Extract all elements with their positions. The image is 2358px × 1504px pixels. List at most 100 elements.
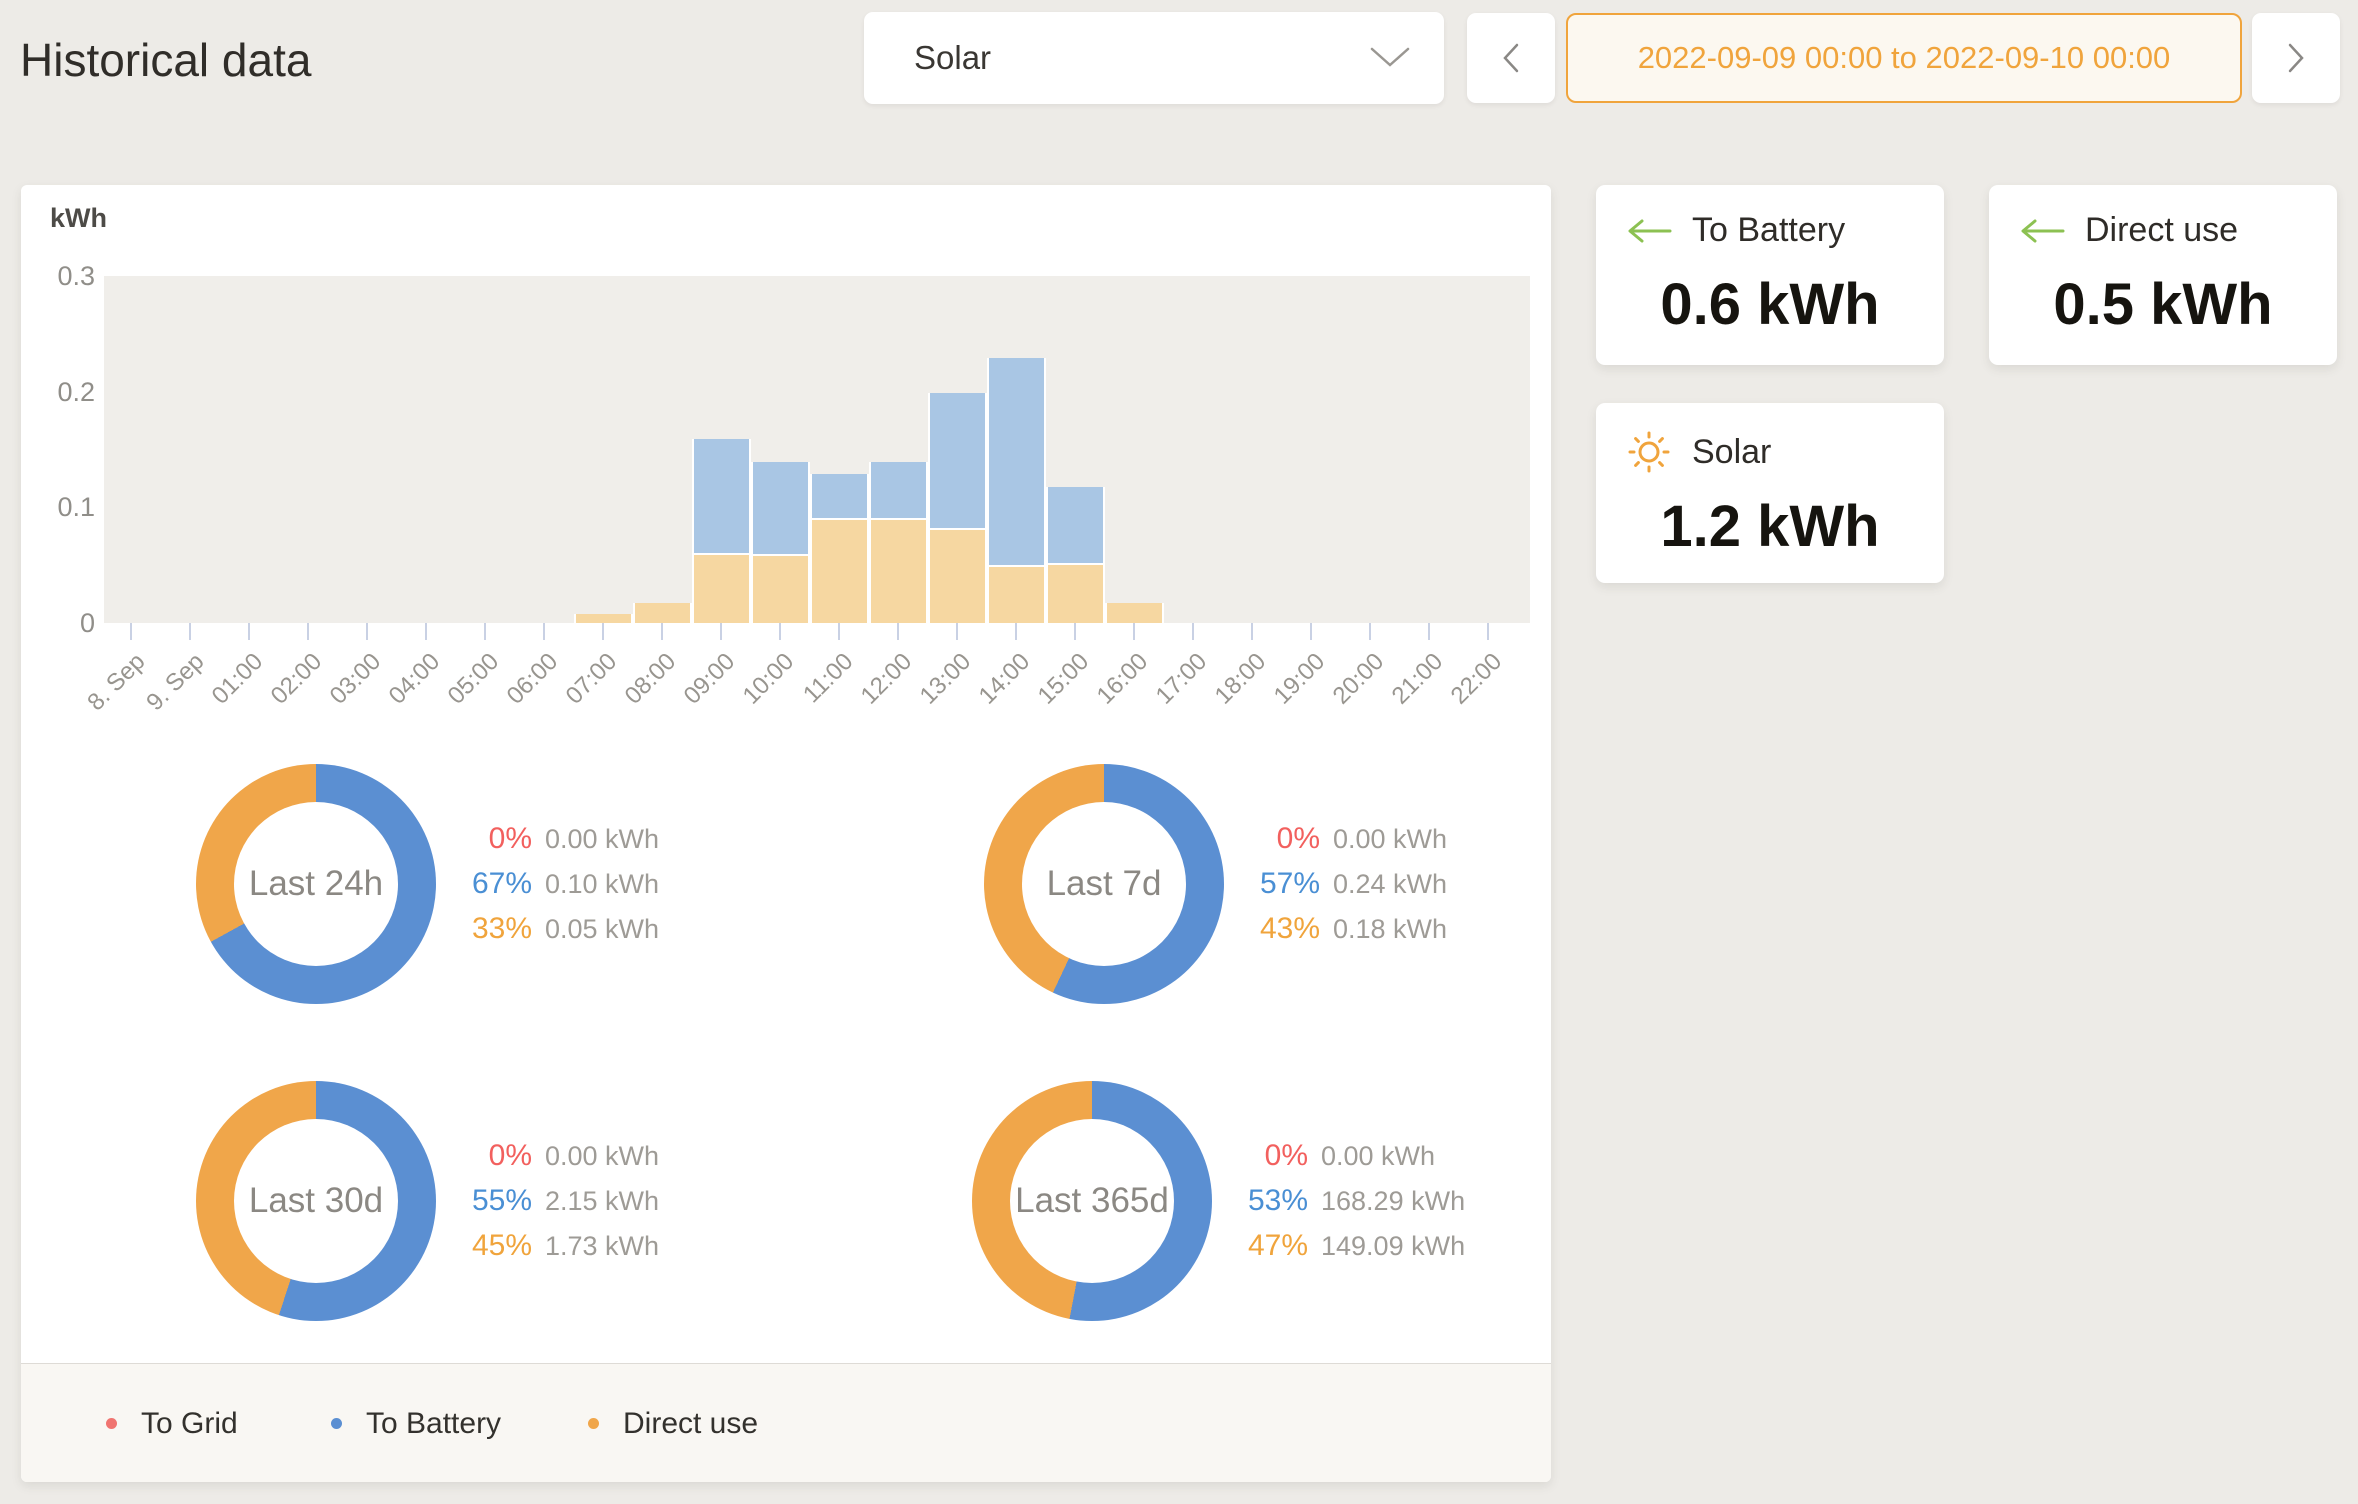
bar-segment-to-battery xyxy=(1046,487,1105,566)
card-value: 1.2 kWh xyxy=(1596,469,1944,583)
bar-1400[interactable] xyxy=(987,358,1046,623)
date-next-button[interactable] xyxy=(2252,13,2340,103)
x-axis-tick-label: 07:00 xyxy=(561,648,623,710)
history-chart-card: kWh 0.30.20.10 8. Sep9. Sep01:0002:0003:… xyxy=(21,185,1551,1482)
legend-dot xyxy=(106,1418,117,1429)
x-axis-tick xyxy=(130,623,132,640)
y-axis-tick-label: 0.2 xyxy=(21,376,95,408)
x-axis-tick xyxy=(1428,623,1430,640)
donut-legend-row-to-battery: 67%0.10 kWh xyxy=(452,862,659,907)
card-value: 0.6 kWh xyxy=(1596,244,1944,365)
x-axis-tick xyxy=(838,623,840,640)
donut-legend-percent: 43% xyxy=(1240,912,1320,946)
donut-legend-value: 168.29 kWh xyxy=(1321,1186,1465,1217)
donut-legend-row-to-grid: 0% 0.00 kWh xyxy=(452,817,659,862)
x-axis-tick xyxy=(956,623,958,640)
x-axis-tick-label: 19:00 xyxy=(1269,648,1331,710)
arrow-left-icon xyxy=(1626,218,1672,244)
bar-segment-direct-use xyxy=(751,556,810,623)
bar-1600[interactable] xyxy=(1105,603,1164,623)
legend-item-to-grid: To Grid xyxy=(106,1364,238,1482)
to-battery-card: To Battery 0.6 kWh xyxy=(1596,185,1944,365)
x-axis-tick-label: 03:00 xyxy=(325,648,387,710)
donut-legend-percent: 55% xyxy=(452,1184,532,1218)
x-axis-tick xyxy=(1487,623,1489,640)
bar-segment-direct-use xyxy=(810,520,869,623)
y-axis-unit-label: kWh xyxy=(50,203,107,234)
legend-label: Direct use xyxy=(623,1407,758,1441)
bar-segment-direct-use xyxy=(1105,603,1164,623)
legend-item-direct-use: Direct use xyxy=(588,1364,758,1482)
x-axis-tick-label: 09:00 xyxy=(679,648,741,710)
x-axis-tick-label: 17:00 xyxy=(1151,648,1213,710)
bar-0700[interactable] xyxy=(574,614,633,623)
card-value: 0.5 kWh xyxy=(1989,244,2337,365)
donut-legend: 0%0.00 kWh55%2.15 kWh45%1.73 kWh xyxy=(452,1134,659,1269)
x-axis-tick-label: 21:00 xyxy=(1387,648,1449,710)
x-axis-tick xyxy=(720,623,722,640)
donut-group-last-30d: Last 30d0%0.00 kWh55%2.15 kWh45%1.73 kWh xyxy=(196,1081,659,1321)
donut-legend-percent: 67% xyxy=(452,867,532,901)
bar-1300[interactable] xyxy=(928,393,987,623)
x-axis-tick-label: 16:00 xyxy=(1092,648,1154,710)
x-axis-tick-label: 04:00 xyxy=(384,648,446,710)
donut-period-label: Last 24h xyxy=(234,802,398,966)
x-axis-tick-label: 05:00 xyxy=(443,648,505,710)
donut-legend-row-direct-use: 33%0.05 kWh xyxy=(452,907,659,952)
x-axis-tick-label: 06:00 xyxy=(502,648,564,710)
arrow-left-icon xyxy=(2019,218,2065,244)
bar-1500[interactable] xyxy=(1046,487,1105,623)
x-axis-tick xyxy=(897,623,899,640)
x-axis-tick-label: 12:00 xyxy=(856,648,918,710)
donut-legend-value: 0.18 kWh xyxy=(1333,914,1447,945)
bar-1100[interactable] xyxy=(810,474,869,623)
bar-segment-direct-use xyxy=(692,555,751,623)
donut-legend-row-to-battery: 55%2.15 kWh xyxy=(452,1179,659,1224)
x-axis-tick xyxy=(602,623,604,640)
date-prev-button[interactable] xyxy=(1467,13,1555,103)
bar-0900[interactable] xyxy=(692,439,751,623)
x-axis-tick xyxy=(484,623,486,640)
x-axis-tick-label: 11:00 xyxy=(798,648,859,709)
donut-chart: Last 7d xyxy=(984,764,1224,1004)
x-axis-tick xyxy=(1369,623,1371,640)
chart-legend: To GridTo BatteryDirect use xyxy=(21,1363,1551,1482)
donut-legend-row-to-grid: 0%0.00 kWh xyxy=(1240,817,1447,862)
meter-select[interactable]: Solar xyxy=(864,12,1444,104)
historical-data-page: Historical data Solar 2022-09-09 00:00 t… xyxy=(0,0,2358,1504)
donut-legend-percent: 47% xyxy=(1228,1229,1308,1263)
donut-legend-percent: 45% xyxy=(452,1229,532,1263)
x-axis-tick xyxy=(307,623,309,640)
date-range-button[interactable]: 2022-09-09 00:00 to 2022-09-10 00:00 xyxy=(1566,13,2242,103)
x-axis-tick xyxy=(425,623,427,640)
x-axis-tick xyxy=(1015,623,1017,640)
bar-1000[interactable] xyxy=(751,462,810,623)
x-axis-tick xyxy=(661,623,663,640)
bar-0800[interactable] xyxy=(633,603,692,623)
bar-segment-to-battery xyxy=(869,462,928,520)
donut-legend-percent: 0% xyxy=(452,822,532,856)
donut-period-label: Last 30d xyxy=(234,1119,398,1283)
x-axis-tick-label: 14:00 xyxy=(974,648,1036,710)
donut-legend-row-direct-use: 43% 0.18 kWh xyxy=(1240,907,1447,952)
x-axis-tick xyxy=(779,623,781,640)
donut-legend-value: 0.00 kWh xyxy=(545,1141,659,1172)
donut-legend-value: 1.73 kWh xyxy=(545,1231,659,1262)
donut-legend-value: 0.05 kWh xyxy=(545,914,659,945)
x-axis-tick-label: 18:00 xyxy=(1210,648,1272,710)
x-axis-tick-label: 08:00 xyxy=(620,648,682,710)
donut-legend-row-to-grid: 0%0.00 kWh xyxy=(1228,1134,1465,1179)
bar-segment-to-battery xyxy=(987,358,1046,567)
donut-legend-value: 0.24 kWh xyxy=(1333,869,1447,900)
legend-dot xyxy=(588,1418,599,1429)
donut-legend-value: 0.00 kWh xyxy=(1333,824,1447,855)
legend-dot xyxy=(331,1418,342,1429)
donut-legend-value: 0.00 kWh xyxy=(545,824,659,855)
bar-segment-direct-use xyxy=(1046,565,1105,623)
bar-1200[interactable] xyxy=(869,462,928,623)
donut-chart: Last 365d xyxy=(972,1081,1212,1321)
bar-segment-to-battery xyxy=(751,462,810,556)
stacked-bar-plot xyxy=(104,276,1530,623)
x-axis-tick-label: 01:00 xyxy=(207,648,269,710)
meter-select-value: Solar xyxy=(914,39,1370,77)
